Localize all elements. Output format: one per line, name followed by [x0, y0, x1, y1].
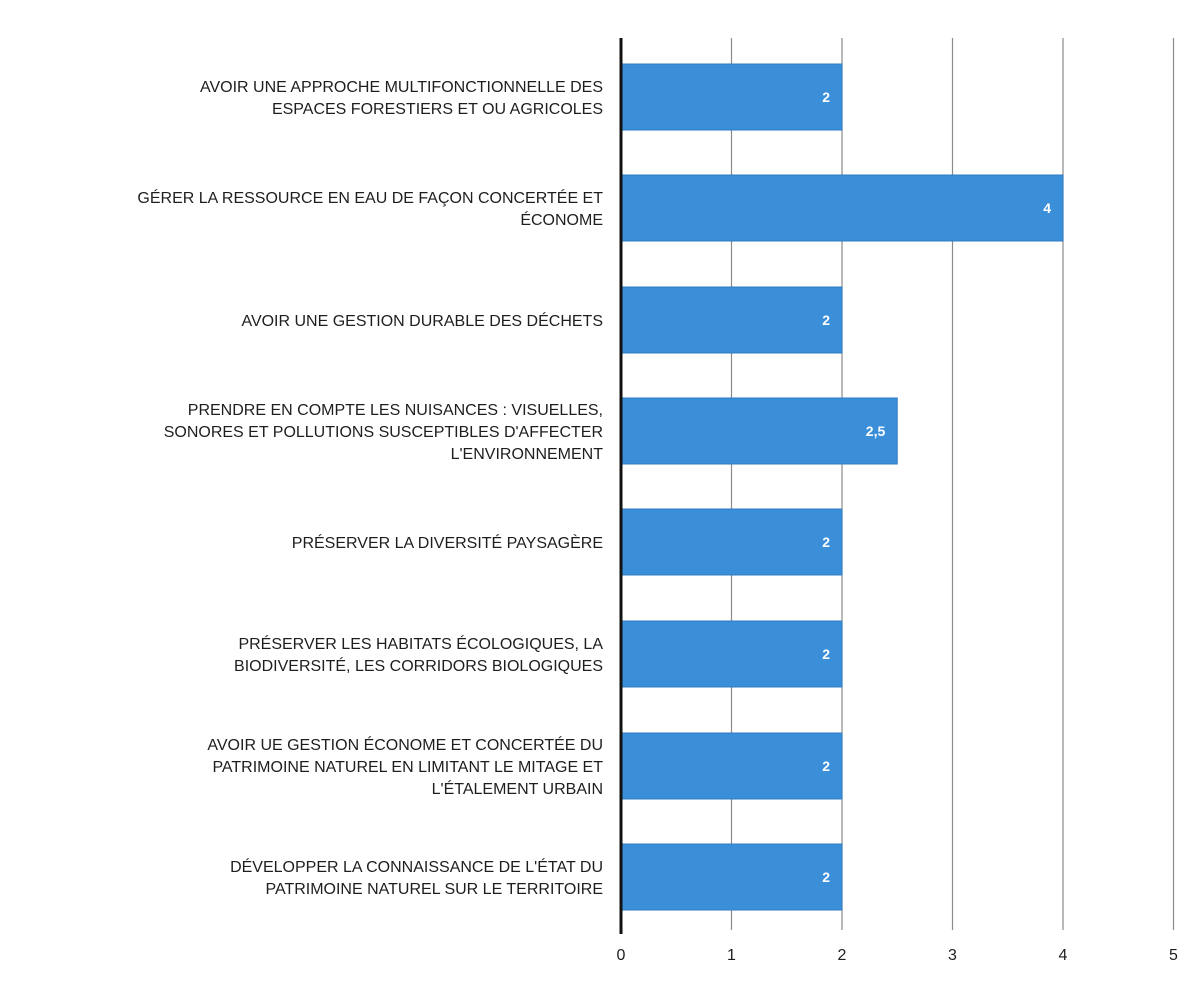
category-label-8: DÉVELOPPER LA CONNAISSANCE DE L'ÉTAT DU P…: [230, 857, 603, 898]
x-tick-label-1: 1: [727, 947, 736, 964]
data-label-6: 2: [822, 646, 830, 662]
data-label-5: 2: [822, 534, 830, 550]
bar-5: [620, 508, 843, 576]
data-label-7: 2: [822, 758, 830, 774]
bar-4: [620, 397, 898, 465]
data-label-3: 2: [822, 312, 830, 328]
bar-1: [620, 63, 843, 131]
data-label-8: 2: [822, 869, 830, 885]
category-label-7: AVOIR UE GESTION ÉCONOME ET CONCERTÉE DU…: [207, 735, 603, 798]
category-label-4: PRENDRE EN COMPTE LES NUISANCES : VISUEL…: [164, 402, 604, 463]
category-label-3: AVOIR UNE GESTION DURABLE DES DÉCHETS: [241, 311, 603, 330]
bar-2: [620, 174, 1064, 242]
x-tick-label-4: 4: [1059, 947, 1068, 964]
category-label-2: GÉRER LA RESSOURCE EN EAU DE FAÇON CONCE…: [137, 188, 603, 229]
category-label-1: AVOIR UNE APPROCHE MULTIFONCTIONNELLE DE…: [200, 79, 603, 118]
category-label-5: PRÉSERVER LA DIVERSITÉ PAYSAGÈRE: [292, 533, 603, 552]
x-tick-label-3: 3: [948, 947, 957, 964]
category-label-6: PRÉSERVER LES HABITATS ÉCOLOGIQUES, LA BI…: [234, 634, 603, 675]
bar-7: [620, 732, 843, 800]
x-tick-label-5: 5: [1169, 947, 1178, 964]
data-label-2: 4: [1043, 200, 1051, 216]
x-tick-label-0: 0: [617, 947, 626, 964]
bar-8: [620, 843, 843, 911]
bar-3: [620, 286, 843, 354]
data-label-1: 2: [822, 89, 830, 105]
labels: 0 1 2 3 4 5 2 AVOIR UNE APPROCHE MULTIFONCTIONN…: [137, 79, 1178, 964]
x-tick-label-2: 2: [838, 947, 847, 964]
data-label-4: 2,5: [866, 423, 886, 439]
bar-6: [620, 620, 843, 688]
